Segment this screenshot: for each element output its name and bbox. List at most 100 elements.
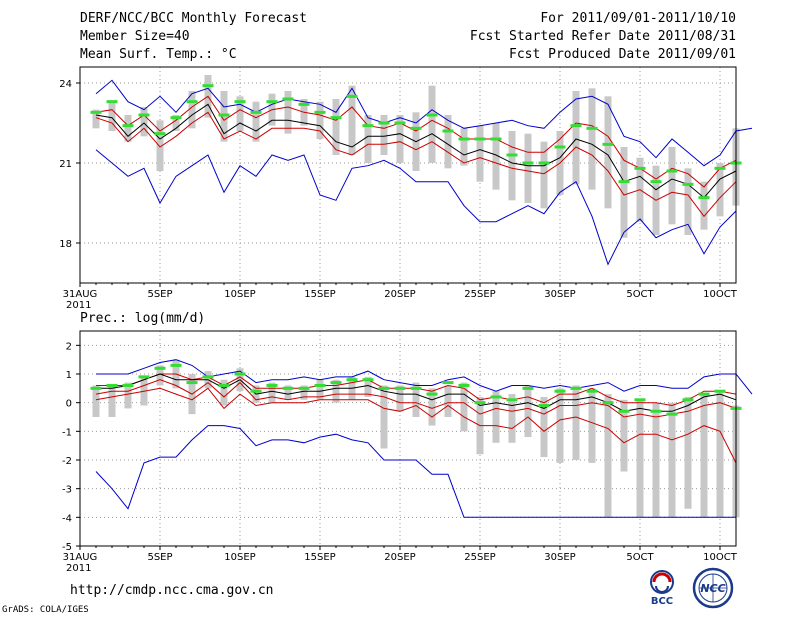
- forecast-start-date: Fcst Started Refer Date 2011/08/31: [469, 29, 736, 44]
- member-range-box: [636, 399, 644, 518]
- member-median-mark: [410, 386, 422, 390]
- member-median-mark: [394, 121, 406, 125]
- ncc-logo: NCC: [692, 567, 734, 609]
- member-range-box: [716, 163, 724, 217]
- member-median-mark: [506, 398, 518, 402]
- x-tick-label: 15SEP: [304, 289, 335, 300]
- series-mean-line: [95, 103, 737, 199]
- member-range-box: [412, 382, 420, 417]
- member-median-mark: [394, 386, 406, 390]
- member-range-box: [444, 115, 452, 169]
- member-median-mark: [90, 110, 102, 114]
- member-range-box: [492, 391, 500, 443]
- member-range-box: [716, 391, 724, 518]
- member-median-mark: [314, 383, 326, 387]
- y-tick-label: 24: [59, 79, 72, 90]
- member-range-box: [572, 91, 580, 185]
- member-median-mark: [234, 100, 246, 104]
- member-range-box: [428, 388, 436, 426]
- member-median-mark: [634, 398, 646, 402]
- x-tick-label: 10SEP: [224, 552, 255, 563]
- member-median-mark: [522, 386, 534, 390]
- member-median-mark: [250, 110, 262, 114]
- member-median-mark: [106, 383, 118, 387]
- member-range-box: [396, 385, 404, 412]
- member-range-box: [156, 365, 164, 386]
- member-median-mark: [170, 363, 182, 367]
- member-median-mark: [714, 389, 726, 393]
- member-range-box: [700, 394, 708, 518]
- footer-url[interactable]: http://cmdp.ncc.cma.gov.cn: [70, 583, 274, 598]
- series-p25-line: [95, 379, 737, 418]
- member-range-box: [476, 125, 484, 182]
- member-median-mark: [154, 366, 166, 370]
- member-median-mark: [362, 124, 374, 128]
- member-range-box: [380, 115, 388, 155]
- y-tick-label: 1: [66, 370, 72, 381]
- bcc-logo: BCC: [650, 570, 674, 607]
- precip-title: Prec.: log(mm/d): [80, 311, 206, 326]
- member-range-box: [316, 379, 324, 400]
- member-median-mark: [330, 116, 342, 120]
- member-range-box: [284, 385, 292, 400]
- forecast-period: For 2011/09/01-2011/10/10: [540, 11, 736, 26]
- member-range-box: [620, 147, 628, 238]
- member-median-mark: [554, 145, 566, 149]
- member-median-mark: [170, 116, 182, 120]
- member-range-box: [524, 385, 532, 438]
- y-tick-label: -5: [62, 542, 72, 553]
- member-median-mark: [634, 166, 646, 170]
- member-median-mark: [218, 113, 230, 117]
- member-median-mark: [490, 395, 502, 399]
- member-range-box: [524, 133, 532, 203]
- member-median-mark: [682, 398, 694, 402]
- member-median-mark: [346, 378, 358, 382]
- member-median-mark: [538, 404, 550, 408]
- member-range-box: [364, 115, 372, 163]
- x-tick-label: 5OCT: [626, 552, 654, 563]
- member-range-box: [540, 396, 548, 458]
- x-tick-label: 15SEP: [304, 552, 335, 563]
- member-range-box: [684, 396, 692, 509]
- member-range-box: [316, 101, 324, 139]
- member-median-mark: [618, 180, 630, 184]
- member-range-box: [188, 91, 196, 129]
- member-median-mark: [570, 386, 582, 390]
- member-range-box: [684, 168, 692, 235]
- member-median-mark: [666, 412, 678, 416]
- x-tick-label: 31AUG: [63, 289, 98, 300]
- x-year-label: 2011: [66, 300, 91, 311]
- member-range-box: [508, 131, 516, 201]
- member-median-mark: [298, 102, 310, 106]
- member-median-mark: [474, 137, 486, 141]
- x-tick-label: 25SEP: [464, 552, 495, 563]
- member-median-mark: [346, 94, 358, 98]
- member-median-mark: [506, 153, 518, 157]
- member-median-mark: [666, 169, 678, 173]
- x-tick-label: 5OCT: [626, 289, 654, 300]
- series-min-line: [95, 425, 736, 518]
- member-median-mark: [586, 389, 598, 393]
- member-median-mark: [298, 386, 310, 390]
- y-tick-label: -4: [62, 513, 72, 524]
- member-median-mark: [314, 110, 326, 114]
- member-median-mark: [586, 126, 598, 130]
- member-range-box: [92, 109, 100, 129]
- member-range-box: [540, 141, 548, 209]
- member-range-box: [268, 382, 276, 403]
- y-tick-label: 0: [66, 399, 72, 410]
- chart-title: DERF/NCC/BCC Monthly Forecast: [80, 11, 307, 26]
- y-tick-label: 2: [66, 341, 72, 352]
- member-range-box: [300, 385, 308, 400]
- member-median-mark: [570, 124, 582, 128]
- member-median-mark: [378, 386, 390, 390]
- member-median-mark: [234, 372, 246, 376]
- member-median-mark: [602, 142, 614, 146]
- bcc-logo-text: BCC: [651, 596, 673, 607]
- member-median-mark: [442, 381, 454, 385]
- member-range-box: [236, 96, 244, 131]
- member-range-box: [460, 128, 468, 166]
- series-p25-line: [95, 111, 737, 218]
- plot-frame: [79, 66, 737, 284]
